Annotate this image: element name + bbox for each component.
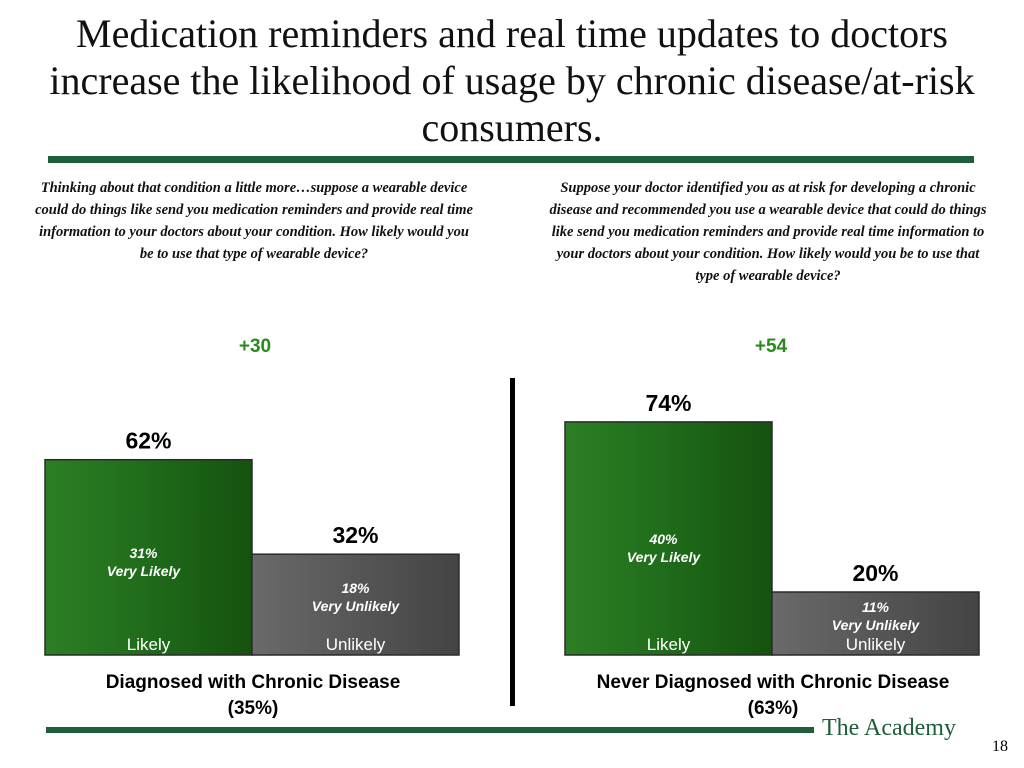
sub-value-right-unlikely: 11% bbox=[862, 599, 890, 615]
panel-divider bbox=[510, 378, 515, 706]
net-score-left: +30 bbox=[238, 336, 272, 357]
brand-logo-text: The Academy bbox=[822, 715, 956, 741]
sub-caption-right-likely: Very Likely bbox=[627, 549, 702, 565]
group-label-left: Diagnosed with Chronic Disease (35%) bbox=[43, 670, 463, 722]
category-label-right-unlikely: Unlikely bbox=[846, 635, 906, 654]
sub-value-left-unlikely: 18% bbox=[341, 580, 370, 596]
category-label-right-likely: Likely bbox=[647, 635, 691, 654]
bar-right-likely bbox=[564, 421, 773, 656]
group-share-left: (35%) bbox=[227, 698, 279, 719]
footer-rule bbox=[46, 727, 814, 733]
group-share-right: (63%) bbox=[747, 698, 799, 719]
group-name-right: Never Diagnosed with Chronic Disease bbox=[596, 672, 950, 693]
bar-left-likely bbox=[44, 458, 253, 656]
question-left: Thinking about that condition a little m… bbox=[35, 180, 473, 262]
page-title: Medication reminders and real time updat… bbox=[49, 11, 975, 150]
question-right: Suppose your doctor identified you as at… bbox=[549, 180, 987, 284]
sub-caption-left-unlikely: Very Unlikely bbox=[312, 598, 401, 614]
category-label-left-likely: Likely bbox=[127, 635, 171, 654]
bar-right-unlikely bbox=[771, 591, 980, 656]
category-label-left-unlikely: Unlikely bbox=[326, 635, 386, 654]
title-rule bbox=[48, 156, 974, 163]
sub-value-right-likely: 40% bbox=[648, 531, 678, 547]
value-label-right-unlikely: 20% bbox=[852, 560, 898, 586]
value-label-left-unlikely: 32% bbox=[332, 522, 378, 548]
page-number: 18 bbox=[992, 738, 1008, 755]
sub-caption-right-unlikely: Very Unlikely bbox=[832, 617, 921, 633]
group-label-right: Never Diagnosed with Chronic Disease (63… bbox=[563, 670, 983, 722]
net-score-right: +54 bbox=[754, 336, 788, 357]
value-label-right-likely: 74% bbox=[645, 390, 691, 416]
bar-left-unlikely bbox=[251, 553, 460, 656]
group-name-left: Diagnosed with Chronic Disease bbox=[105, 672, 401, 693]
value-label-left-likely: 62% bbox=[125, 428, 171, 454]
sub-value-left-likely: 31% bbox=[129, 545, 158, 561]
sub-caption-left-likely: Very Likely bbox=[107, 563, 182, 579]
